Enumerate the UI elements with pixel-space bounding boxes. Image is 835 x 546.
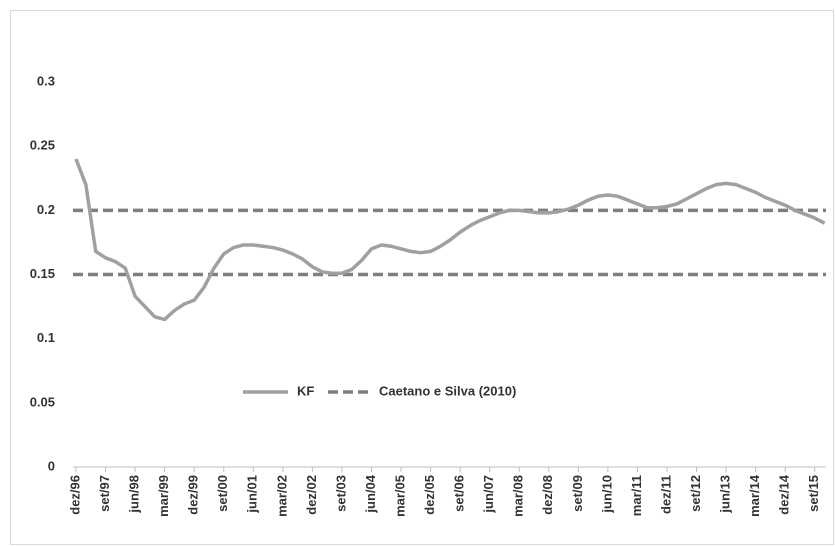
y-tick-label: 0.25	[30, 138, 55, 153]
chart-border	[10, 10, 834, 545]
x-tick-label: set/03	[333, 475, 348, 512]
x-tick-label: mar/11	[629, 475, 644, 516]
x-tick-label: jun/04	[363, 474, 378, 513]
legend: KF Caetano e Silva (2010)	[243, 383, 516, 398]
x-tick-label: mar/14	[747, 474, 762, 517]
x-tick-label: set/00	[215, 475, 230, 512]
x-tick-label: mar/05	[392, 475, 407, 517]
x-tick-label: set/97	[97, 475, 112, 512]
x-tick-label: set/15	[806, 475, 821, 512]
y-tick-label: 0.2	[37, 202, 55, 217]
x-tick-label: dez/05	[422, 475, 437, 515]
x-tick-label: mar/08	[511, 475, 526, 517]
x-tick-label: dez/99	[186, 475, 201, 515]
x-tick-label: set/06	[452, 475, 467, 512]
x-tick-label: jun/98	[127, 475, 142, 514]
x-tick-label: mar/99	[156, 475, 171, 517]
x-tick-label: jun/13	[718, 475, 733, 514]
x-tick-label: dez/08	[540, 475, 555, 515]
x-tick-label: jun/01	[245, 475, 260, 514]
x-tick-label: jun/10	[599, 475, 614, 514]
legend-label: KF	[297, 383, 314, 398]
x-tick-label: set/09	[570, 475, 585, 512]
x-tick-label: dez/96	[67, 475, 82, 515]
kf-line	[74, 158, 826, 322]
y-tick-label: 0.15	[30, 266, 55, 281]
x-tick-label: dez/14	[777, 474, 792, 515]
x-tick-label: mar/02	[274, 475, 289, 517]
y-tick-label: 0.05	[30, 394, 55, 409]
x-tick-label: dez/11	[658, 475, 673, 514]
x-tick-label: dez/02	[304, 475, 319, 515]
y-tick-label: 0	[48, 458, 55, 473]
x-tick-label: set/12	[688, 475, 703, 512]
x-tick-label: jun/07	[481, 475, 496, 514]
y-tick-label: 0.3	[37, 73, 55, 88]
y-tick-label: 0.1	[37, 330, 55, 345]
legend-label: Caetano e Silva (2010)	[379, 383, 516, 398]
